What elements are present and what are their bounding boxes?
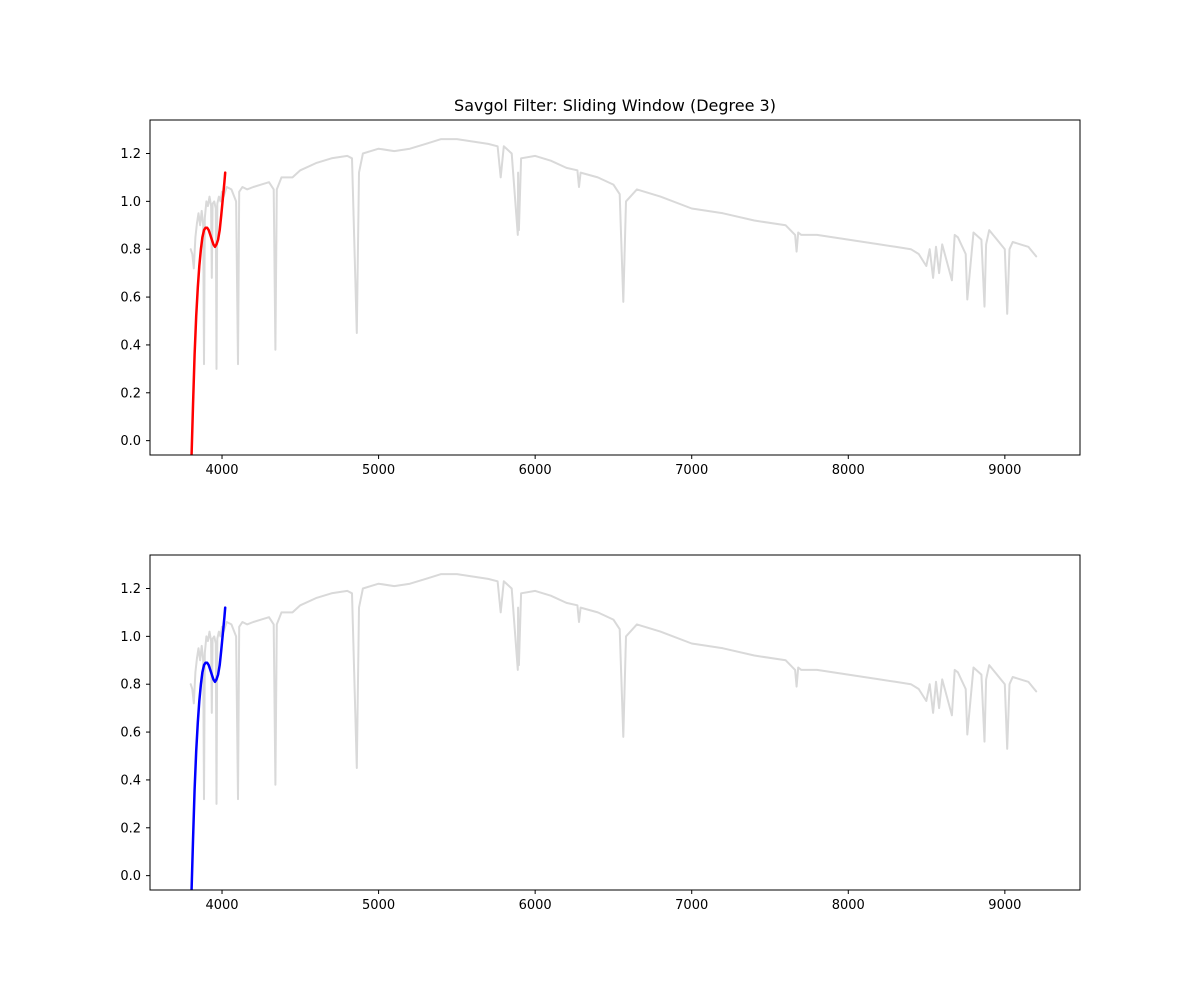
y-tick-label: 1.0 <box>120 195 141 210</box>
axes-frame-bottom <box>149 554 1081 891</box>
x-tick-label: 9000 <box>988 898 1021 913</box>
x-tick-label: 6000 <box>519 463 552 478</box>
y-tick-label: 0.0 <box>120 869 141 884</box>
x-tick-label: 7000 <box>675 898 708 913</box>
axes-frame-top <box>149 119 1081 456</box>
spectrum-line-1 <box>189 573 1038 805</box>
x-tick-label: 8000 <box>832 898 865 913</box>
y-tick-label: 1.2 <box>120 582 141 597</box>
x-tick-label: 5000 <box>362 463 395 478</box>
spectrum-line-0 <box>189 138 1038 370</box>
y-tick-label: 0.6 <box>120 726 141 741</box>
x-tick-label: 5000 <box>362 898 395 913</box>
plot-area-top <box>189 138 1038 455</box>
subplot-bottom: 4000 5000 6000 7000 8000 9000 0.0 0.2 0.4 0.6 0.8 1… <box>120 554 1081 913</box>
smoothed-fit-line-1 <box>190 606 227 890</box>
plot-area-bottom <box>189 573 1038 890</box>
x-tick-label: 6000 <box>519 898 552 913</box>
y-tick-label: 0.2 <box>120 386 141 401</box>
y-tick-label: 0.2 <box>120 821 141 836</box>
y-tick-label: 0.4 <box>120 338 141 353</box>
x-tick-label: 4000 <box>205 463 238 478</box>
y-tick-label: 0.6 <box>120 291 141 306</box>
y-tick-label: 0.4 <box>120 773 141 788</box>
ticks-top: 4000 5000 6000 7000 8000 9000 0.0 0.2 0.4 0.6 0.8 1… <box>120 147 1021 478</box>
subplot-top: Savgol Filter: Sliding Window (Degree 3)… <box>120 96 1081 478</box>
chart-title: Savgol Filter: Sliding Window (Degree 3) <box>454 96 776 115</box>
x-tick-label: 9000 <box>988 463 1021 478</box>
y-tick-label: 0.8 <box>120 243 141 258</box>
x-tick-label: 8000 <box>832 463 865 478</box>
x-tick-label: 4000 <box>205 898 238 913</box>
y-tick-label: 0.8 <box>120 678 141 693</box>
x-tick-label: 7000 <box>675 463 708 478</box>
y-tick-label: 1.2 <box>120 147 141 162</box>
y-tick-label: 1.0 <box>120 630 141 645</box>
y-tick-label: 0.0 <box>120 434 141 449</box>
ticks-bottom: 4000 5000 6000 7000 8000 9000 0.0 0.2 0.4 0.6 0.8 1… <box>120 582 1021 913</box>
smoothed-fit-line-0 <box>190 171 227 455</box>
